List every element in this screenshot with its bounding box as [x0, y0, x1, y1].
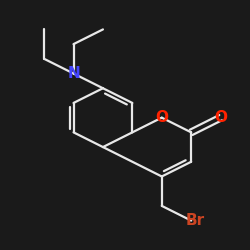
Text: O: O [214, 110, 227, 125]
Text: N: N [67, 66, 80, 81]
Text: O: O [155, 110, 168, 125]
Text: Br: Br [186, 213, 205, 228]
